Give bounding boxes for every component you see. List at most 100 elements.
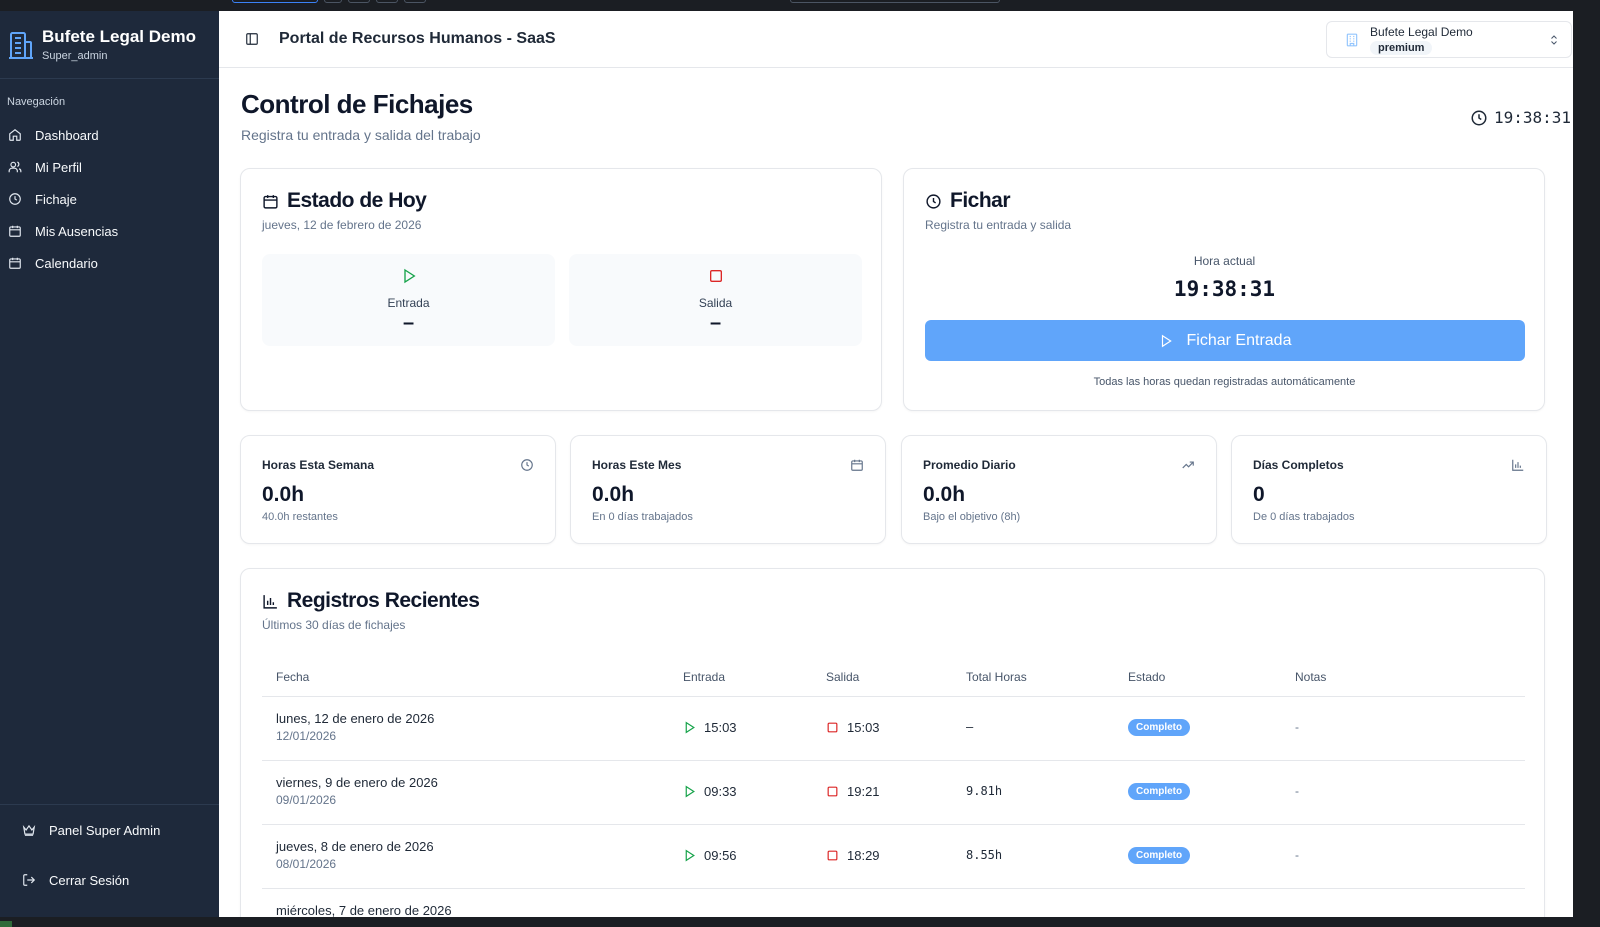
stat-title: Promedio Diario [923, 458, 1016, 472]
play-icon [1161, 334, 1172, 347]
row-date-short: 09/01/2026 [276, 793, 337, 807]
records-table: Fecha Entrada Salida Total Horas Estado … [262, 657, 1525, 917]
page-subtitle: Registra tu entrada y salida del trabajo [241, 127, 481, 143]
sidebar-item-calendario[interactable]: Calendario [0, 247, 219, 279]
clock-icon [521, 459, 533, 471]
calendar-icon [9, 225, 21, 237]
super-admin-panel-button[interactable]: Panel Super Admin [0, 805, 219, 855]
calendar-icon [851, 459, 863, 471]
stop-icon [827, 786, 838, 797]
row-notes: - [1295, 784, 1299, 798]
table-row[interactable]: jueves, 8 de enero de 2026 08/01/2026 09… [262, 825, 1525, 889]
bar-chart-icon [1512, 459, 1524, 471]
status-badge: Completo [1128, 847, 1191, 864]
logout-icon [23, 874, 36, 886]
sidebar: Bufete Legal Demo Super_admin Navegación… [0, 11, 219, 917]
sidebar-item-label: Calendario [35, 255, 98, 271]
stat-subtext: En 0 días trabajados [592, 511, 693, 523]
bar-chart-icon [263, 594, 277, 609]
recent-records-subtitle: Últimos 30 días de fichajes [262, 618, 406, 632]
salida-value: – [709, 312, 722, 334]
row-salida: 15:03 [826, 720, 880, 735]
recent-records-title: Registros Recientes [262, 589, 480, 613]
entrada-label: Entrada [387, 296, 430, 310]
browser-top-strip [0, 0, 1600, 11]
stat-card-month: Horas Este Mes 0.0h En 0 días trabajados [570, 435, 886, 544]
window-right-edge [1573, 11, 1600, 917]
table-row[interactable]: viernes, 9 de enero de 2026 09/01/2026 0… [262, 761, 1525, 825]
sidebar-toggle-icon[interactable] [245, 32, 259, 46]
stat-value: 0.0h [923, 483, 966, 506]
super-admin-label: Panel Super Admin [49, 822, 161, 838]
stop-icon [827, 722, 838, 733]
sidebar-item-dashboard[interactable]: Dashboard [0, 119, 219, 151]
column-header-notas: Notas [1295, 670, 1327, 684]
home-icon [9, 129, 21, 141]
status-badge: Completo [1128, 783, 1191, 800]
entrada-box: Entrada – [262, 254, 555, 346]
salida-box: Salida – [569, 254, 862, 346]
stat-title: Horas Esta Semana [262, 458, 375, 472]
today-date: jueves, 12 de febrero de 2026 [262, 218, 422, 232]
row-date: miércoles, 7 de enero de 2026 [276, 903, 452, 917]
row-entrada: 09:56 [683, 848, 737, 863]
row-notes: - [1295, 848, 1299, 862]
calendar-icon [9, 257, 21, 269]
sidebar-item-label: Mi Perfil [35, 159, 82, 175]
fichar-entrada-label: Fichar Entrada [1186, 331, 1292, 349]
row-date: lunes, 12 de enero de 2026 [276, 711, 435, 726]
building-icon [1346, 33, 1358, 47]
column-header-estado: Estado [1128, 670, 1166, 684]
recent-records-card: Registros Recientes Últimos 30 días de f… [240, 568, 1545, 917]
sidebar-item-label: Dashboard [35, 127, 99, 143]
brand-title: Bufete Legal Demo [42, 27, 196, 46]
row-entrada: 09:33 [683, 784, 737, 799]
calendar-icon [263, 194, 278, 209]
fichar-entrada-button[interactable]: Fichar Entrada [925, 320, 1525, 361]
row-date: jueves, 8 de enero de 2026 [276, 839, 434, 854]
clock-icon [9, 193, 21, 205]
row-date-short: 12/01/2026 [276, 729, 337, 743]
top-header: Portal de Recursos Humanos - SaaS Bufete… [219, 11, 1573, 68]
stat-subtext: 40.0h restantes [262, 511, 338, 523]
org-plan-badge: premium [1370, 41, 1433, 55]
stat-subtext: De 0 días trabajados [1253, 511, 1355, 523]
fichar-title: Fichar [925, 189, 1011, 213]
current-time-label: Hora actual [1193, 254, 1256, 268]
sidebar-item-label: Fichaje [35, 191, 77, 207]
row-entrada: 15:03 [683, 720, 737, 735]
sidebar-item-fichaje[interactable]: Fichaje [0, 183, 219, 215]
today-status-card: Estado de Hoy jueves, 12 de febrero de 2… [240, 168, 882, 411]
organization-selector[interactable]: Bufete Legal Demo premium [1326, 21, 1572, 58]
header-clock: 19:38:31 [1470, 108, 1571, 127]
status-badge: Completo [1128, 719, 1191, 736]
row-date-short: 08/01/2026 [276, 857, 337, 871]
column-header-fecha: Fecha [276, 670, 310, 684]
play-icon [685, 785, 695, 798]
brand[interactable]: Bufete Legal Demo Super_admin [0, 11, 219, 79]
nav-section-label: Navegación [7, 96, 66, 108]
sidebar-item-mi-perfil[interactable]: Mi Perfil [0, 151, 219, 183]
window-bottom-edge [0, 917, 1600, 927]
row-total-hours: – [966, 720, 974, 734]
table-row[interactable]: lunes, 12 de enero de 2026 12/01/2026 15… [262, 697, 1525, 761]
portal-title: Portal de Recursos Humanos - SaaS [279, 30, 556, 47]
logout-button[interactable]: Cerrar Sesión [0, 855, 219, 905]
column-header-salida: Salida [826, 670, 860, 684]
stat-title: Horas Este Mes [592, 458, 682, 472]
column-header-total-horas: Total Horas [966, 670, 1027, 684]
fichar-subtitle: Registra tu entrada y salida [925, 218, 1072, 232]
main-content: Portal de Recursos Humanos - SaaS Bufete… [219, 11, 1573, 917]
clock-icon [926, 193, 941, 209]
table-header: Fecha Entrada Salida Total Horas Estado … [262, 657, 1525, 697]
stat-value: 0.0h [592, 483, 635, 506]
logout-label: Cerrar Sesión [49, 872, 130, 888]
chevron-up-down-icon [1551, 35, 1557, 45]
stat-card-complete-days: Días Completos 0 De 0 días trabajados [1231, 435, 1547, 544]
sidebar-item-mis-ausencias[interactable]: Mis Ausencias [0, 215, 219, 247]
play-icon [403, 268, 416, 284]
salida-label: Salida [698, 296, 733, 310]
table-row[interactable]: miércoles, 7 de enero de 2026 [262, 889, 1525, 917]
sidebar-footer: Panel Super Admin Cerrar Sesión [0, 804, 219, 905]
stat-title: Días Completos [1253, 458, 1344, 472]
